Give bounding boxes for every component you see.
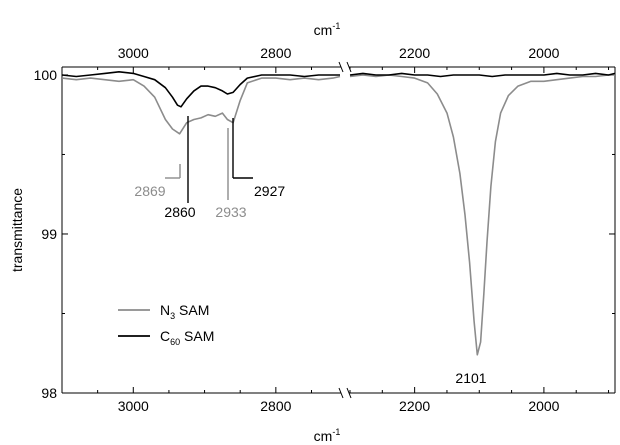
legend: N3 SAM C60 SAM [118,302,214,347]
x-tick-label-top: 2000 [528,45,559,61]
peak-label: 2101 [455,370,486,386]
x-tick-label-bottom: 2200 [399,398,430,414]
axis-ticks: 98 99 100 3000 3000 2800 2800 2200 2200 2000 2000 [34,45,615,414]
x-axis-title-bottom: cm-1 [314,427,341,444]
y-tick-label: 98 [41,385,57,401]
series-line-2-panel-2 [349,72,616,78]
x-tick-label-bottom: 3000 [118,398,149,414]
y-axis-title: transmittance [9,188,25,272]
x-tick-label-bottom: 2000 [528,398,559,414]
axis-break-mark-3 [338,387,344,399]
series-lines [61,71,616,356]
x-tick-label-bottom: 2800 [260,398,291,414]
x-tick-label-top: 3000 [118,45,149,61]
x-tick-label-top: 2200 [399,45,430,61]
peak-label: 2860 [164,204,195,220]
y-tick-label: 99 [41,226,57,242]
legend-entry: N3 SAM [160,302,209,321]
y-tick-label: 100 [34,67,58,83]
x-tick-label-top: 2800 [260,45,291,61]
peak-label: 2869 [134,183,165,199]
series-line-1-panel-2 [349,74,615,356]
axis-labels: cm-1 cm-1 transmittance [9,21,340,444]
axis-break-mark-1 [338,61,344,73]
peak-label: 2933 [215,204,246,220]
peak-annotations: 2869 2860 2933 2927 2101 [134,116,487,386]
axis-break-mark-4 [346,387,352,399]
series-line-2-panel-1 [61,71,340,108]
axis-break-mark-2 [346,61,352,73]
x-axis-title-top: cm-1 [314,21,341,38]
plot-frame [61,61,616,399]
series-line-1-panel-1 [61,75,341,135]
legend-entry: C60 SAM [160,328,214,347]
peak-label: 2927 [254,183,285,199]
